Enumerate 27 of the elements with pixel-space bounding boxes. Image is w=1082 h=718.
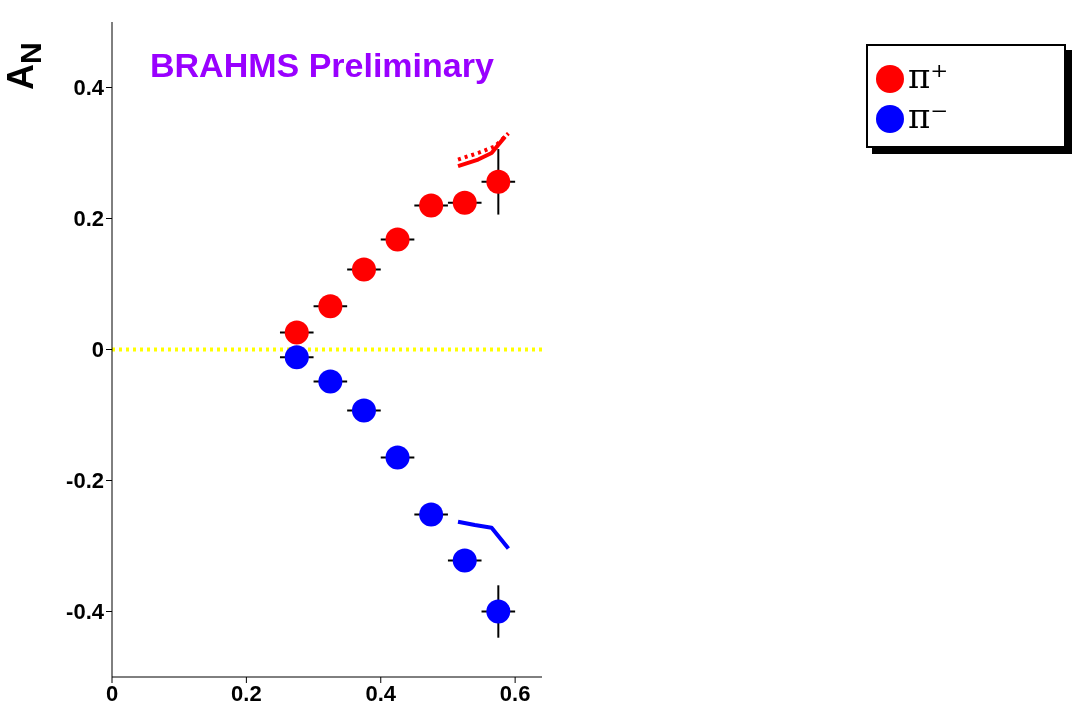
y-tick-label: -0.4: [66, 599, 105, 625]
point: [419, 193, 444, 218]
point: [318, 294, 343, 319]
y-tick-label: -0.2: [66, 468, 104, 494]
y-tick-label: 0.2: [73, 206, 104, 232]
point: [318, 369, 343, 394]
y-tick-label: 0: [91, 337, 104, 363]
point: [486, 169, 511, 194]
point: [385, 227, 410, 252]
legend-label: π⁻: [908, 96, 949, 136]
point: [284, 345, 309, 370]
x-tick-label: 0.4: [365, 680, 397, 706]
point: [419, 502, 444, 527]
point: [452, 190, 477, 215]
point: [351, 398, 376, 423]
x-tick-label: 0.2: [231, 680, 262, 706]
line-series: [456, 519, 511, 551]
line-series: [456, 134, 508, 169]
point: [351, 257, 376, 282]
x-tick-label: 0.6: [499, 680, 531, 706]
annotation: BRAHMS Preliminary: [150, 46, 494, 85]
point: [452, 548, 477, 573]
point: [486, 599, 511, 624]
legend-label: π⁺: [908, 56, 949, 96]
y-tick-label: 0.4: [73, 75, 105, 101]
point: [385, 445, 410, 470]
point: [284, 320, 309, 345]
